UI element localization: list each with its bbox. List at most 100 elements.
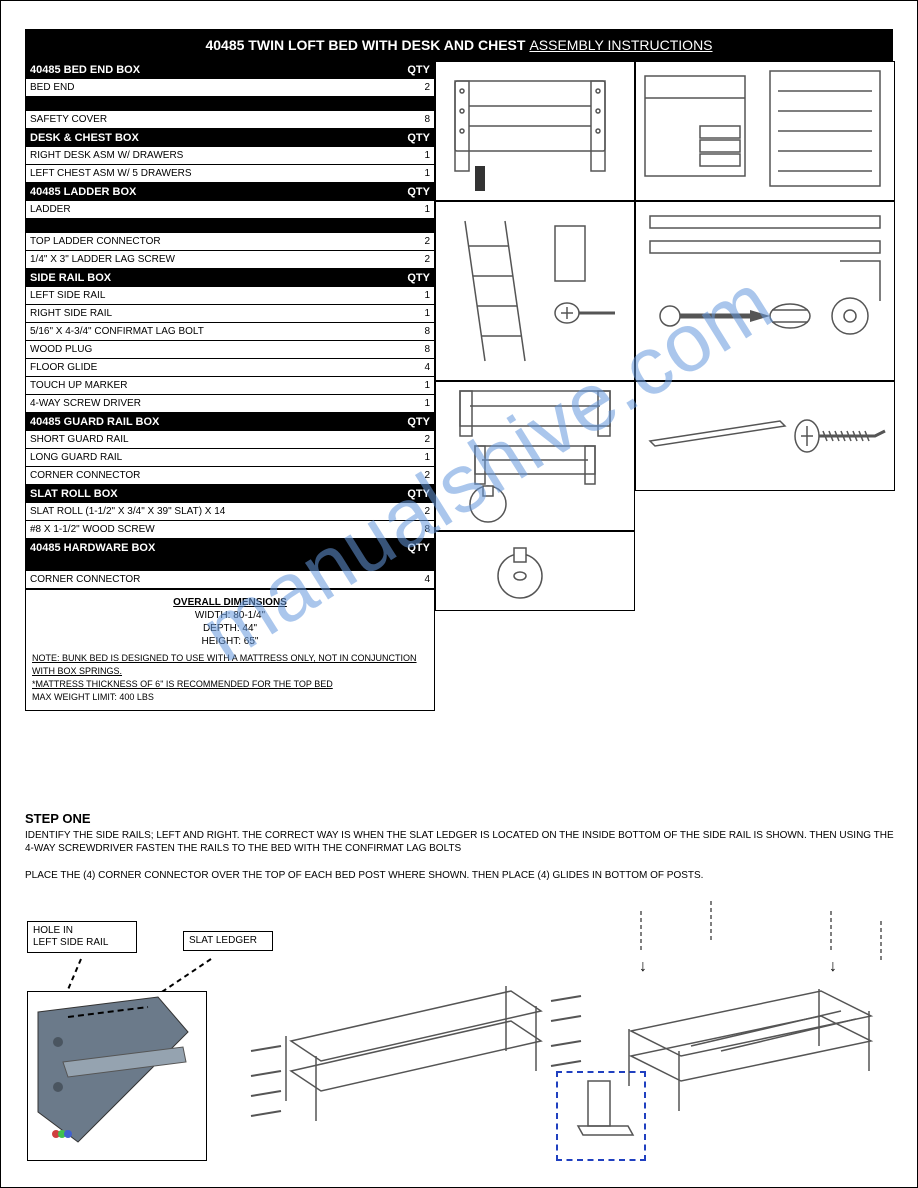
part-qty: 8 <box>424 343 430 356</box>
box-header: SLAT ROLL BOX QTY <box>25 485 435 503</box>
part-qty: 1 <box>424 149 430 162</box>
box-label: 40485 BED END BOX <box>30 64 140 76</box>
qty-header: QTY <box>407 488 430 500</box>
illustration-corner-connector <box>435 531 635 611</box>
svg-text:↓: ↓ <box>639 958 647 975</box>
part-label: #8 X 1-1/2" WOOD SCREW <box>30 523 155 536</box>
part-label: 1/4" X 3" LADDER LAG SCREW <box>30 253 175 266</box>
dims-line: WIDTH: 80-1/4" <box>32 609 428 622</box>
part-qty: 1 <box>424 379 430 392</box>
part-qty: 8 <box>424 325 430 338</box>
illustration-bed-end <box>435 61 635 201</box>
box-header: 40485 BED END BOX QTY <box>25 61 435 79</box>
assembly-right-icon: ↓ ↓ <box>601 901 901 1161</box>
box-header: SIDE RAIL BOX QTY <box>25 269 435 287</box>
part-row: LADDER 1 <box>25 201 435 219</box>
qty-header: QTY <box>407 272 430 284</box>
dims-note: *MATTRESS THICKNESS OF 6" IS RECOMMENDED… <box>32 678 428 691</box>
part-label: LONG GUARD RAIL <box>30 451 122 464</box>
part-label: SHORT GUARD RAIL <box>30 433 129 446</box>
dims-note: NOTE: BUNK BED IS DESIGNED TO USE WITH A… <box>32 652 428 678</box>
part-label: RIGHT SIDE RAIL <box>30 307 112 320</box>
box-header: 40485 LADDER BOX QTY <box>25 183 435 201</box>
assembly-middle-icon <box>231 921 591 1161</box>
part-row: #8 X 1-1/2" WOOD SCREW 8 <box>25 521 435 539</box>
callout-left-rail: HOLE INLEFT SIDE RAIL <box>27 921 137 953</box>
part-row: 4-WAY SCREW DRIVER 1 <box>25 395 435 413</box>
step-one-text: IDENTIFY THE SIDE RAILS; LEFT AND RIGHT.… <box>25 829 895 855</box>
illustration-ladder <box>435 201 635 381</box>
part-qty: 1 <box>424 167 430 180</box>
qty-header: QTY <box>407 186 430 198</box>
part-qty: 2 <box>424 235 430 248</box>
part-qty: 2 <box>424 505 430 518</box>
connector-detail-icon <box>558 1073 644 1159</box>
dims-note: MAX WEIGHT LIMIT: 400 LBS <box>32 691 428 704</box>
desk-chest-icon <box>640 66 890 196</box>
part-row: LONG GUARD RAIL 1 <box>25 449 435 467</box>
dimensions-box: OVERALL DIMENSIONS WIDTH: 80-1/4" DEPTH:… <box>25 589 435 711</box>
step-one-text2: PLACE THE (4) CORNER CONNECTOR OVER THE … <box>25 869 895 882</box>
title-bar: 40485 TWIN LOFT BED WITH DESK AND CHEST … <box>25 29 893 61</box>
qty-header: QTY <box>407 542 430 554</box>
part-qty: 2 <box>424 253 430 266</box>
part-qty: 2 <box>424 433 430 446</box>
box-label: 40485 GUARD RAIL BOX <box>30 416 159 428</box>
illustration-hardware <box>635 201 895 381</box>
part-label: CORNER CONNECTOR <box>30 469 140 482</box>
part-label: 5/16" X 4-3/4" CONFIRMAT LAG BOLT <box>30 325 204 338</box>
part-label: 4-WAY SCREW DRIVER <box>30 397 141 410</box>
part-row: CORNER CONNECTOR2 <box>25 467 435 485</box>
hardware-icon <box>640 206 890 376</box>
part-qty: 1 <box>424 451 430 464</box>
bed-end-icon <box>445 71 625 191</box>
box-header: 40485 HARDWARE BOX QTY <box>25 539 435 557</box>
illustration-slat-screw <box>635 381 895 491</box>
part-row: RIGHT SIDE RAIL 1 <box>25 305 435 323</box>
part-qty: 1 <box>424 289 430 302</box>
part-row: TOUCH UP MARKER 1 <box>25 377 435 395</box>
box-label: 40485 LADDER BOX <box>30 186 136 198</box>
corner-connector-icon <box>490 536 580 606</box>
dims-heading: OVERALL DIMENSIONS <box>32 596 428 609</box>
illustration-guardrail <box>435 381 635 531</box>
closeup-icon <box>28 992 206 1160</box>
part-qty: 4 <box>424 361 430 374</box>
part-qty: 1 <box>424 307 430 320</box>
part-label: WOOD PLUG <box>30 343 92 356</box>
part-qty: 2 <box>424 81 430 94</box>
box-label: SLAT ROLL BOX <box>30 488 118 500</box>
box-header: DESK & CHEST BOX QTY <box>25 129 435 147</box>
part-label: LEFT CHEST ASM W/ 5 DRAWERS <box>30 167 192 180</box>
box-label: 40485 HARDWARE BOX <box>30 542 155 554</box>
part-qty: 8 <box>424 523 430 536</box>
part-row: 1/4" X 3" LADDER LAG SCREW 2 <box>25 251 435 269</box>
part-label: LADDER <box>30 203 71 216</box>
part-label: LEFT SIDE RAIL <box>30 289 105 302</box>
ladder-icon <box>445 211 625 371</box>
slat-screw-icon <box>640 386 890 486</box>
part-label: TOP LADDER CONNECTOR <box>30 235 161 248</box>
part-label: BED END <box>30 81 74 94</box>
part-row: SLAT ROLL (1-1/2" X 3/4" X 39" SLAT) X 1… <box>25 503 435 521</box>
part-qty: 4 <box>424 573 430 586</box>
dims-line: HEIGHT: 65" <box>32 635 428 648</box>
part-qty: 1 <box>424 397 430 410</box>
part-row: TOP LADDER CONNECTOR 2 <box>25 233 435 251</box>
part-row: RIGHT DESK ASM W/ DRAWERS 1 <box>25 147 435 165</box>
part-row: WOOD PLUG 8 <box>25 341 435 359</box>
box-label: DESK & CHEST BOX <box>30 132 139 144</box>
part-label: TOUCH UP MARKER <box>30 379 127 392</box>
part-label: SAFETY COVER <box>30 113 107 126</box>
part-row: LEFT SIDE RAIL 1 <box>25 287 435 305</box>
part-label: SLAT ROLL (1-1/2" X 3/4" X 39" SLAT) X 1… <box>30 505 225 518</box>
spacer <box>25 557 435 571</box>
part-qty: 1 <box>424 203 430 216</box>
part-row: BED END 2 <box>25 79 435 97</box>
part-row: FLOOR GLIDE4 <box>25 359 435 377</box>
spacer <box>25 97 435 111</box>
box-label: SIDE RAIL BOX <box>30 272 111 284</box>
step-one-header: STEP ONE <box>25 811 91 826</box>
box-header: 40485 GUARD RAIL BOX QTY <box>25 413 435 431</box>
part-row: SAFETY COVER 8 <box>25 111 435 129</box>
